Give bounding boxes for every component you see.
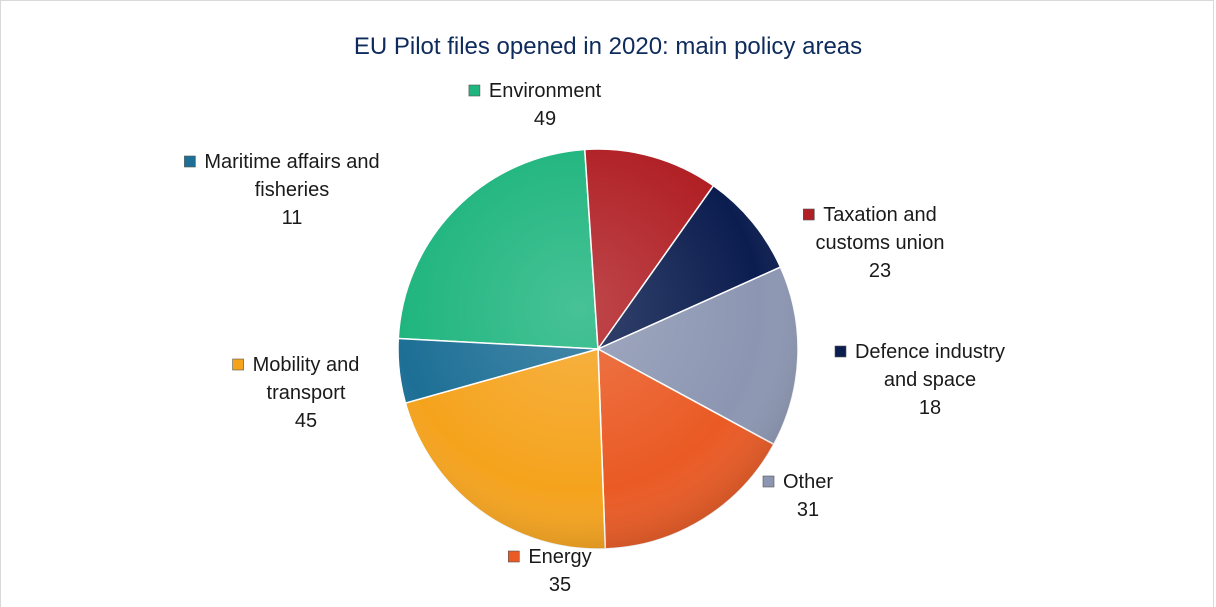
data-label-value: 35: [549, 574, 571, 596]
data-label: Defence industry and space 18: [834, 341, 1005, 419]
data-label-value: 49: [534, 108, 556, 130]
data-label-category: transport: [267, 382, 346, 404]
data-label-value: 23: [869, 260, 891, 282]
data-label: Environment 49: [468, 80, 602, 130]
data-label-category: Energy: [528, 546, 591, 568]
data-label-category: Mobility and: [253, 354, 360, 376]
data-label-category: Taxation and: [823, 204, 936, 226]
data-label-category: customs union: [816, 232, 945, 254]
data-label-category: Maritime affairs and: [204, 151, 379, 173]
data-label-value: 45: [295, 410, 317, 432]
legend-key-marker: [834, 345, 847, 358]
data-label-category: and space: [884, 369, 976, 391]
data-label: Other 31: [762, 471, 833, 521]
pie-slices: [397, 148, 799, 550]
legend-key-marker: [232, 358, 244, 371]
data-label-value: 31: [797, 499, 819, 521]
data-label: Taxation and customs union 23: [802, 204, 945, 282]
legend-key-marker: [507, 550, 520, 563]
data-label-category: Other: [783, 471, 833, 493]
data-label-value: 18: [919, 397, 941, 419]
data-label-category: Defence industry: [855, 341, 1005, 363]
data-label: Energy 35: [507, 546, 592, 596]
data-label-category: Environment: [489, 80, 602, 102]
data-label-category: fisheries: [255, 179, 329, 201]
legend-key-marker: [802, 208, 815, 221]
legend-key-marker: [184, 155, 196, 168]
data-label-value: 11: [282, 207, 303, 229]
legend-key-marker: [762, 475, 775, 488]
chart-title: EU Pilot files opened in 2020: main poli…: [354, 33, 862, 60]
data-labels: Environment 49 Taxation and customs union 23…: [184, 80, 1005, 596]
data-label: Mobility and transport 45: [232, 354, 360, 432]
data-label: Maritime affairs and fisheries 11: [184, 151, 380, 229]
pie-slice: [397, 148, 599, 350]
legend-key-marker: [468, 84, 481, 97]
